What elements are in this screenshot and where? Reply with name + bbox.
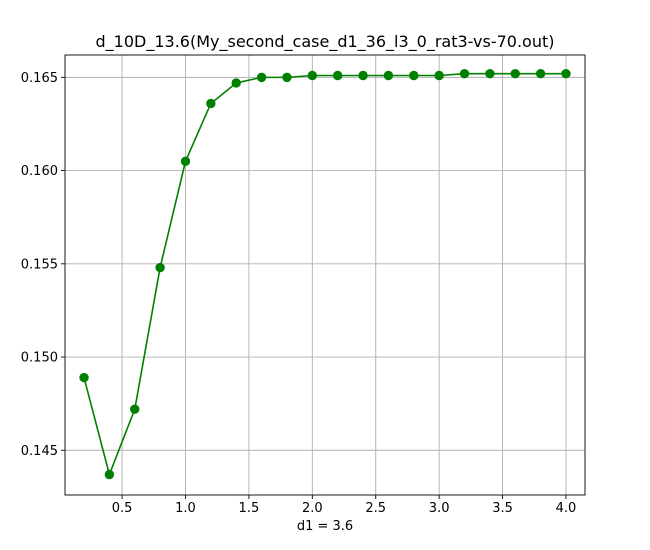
data-point: [104, 469, 115, 480]
y-tick-label: 0.165: [21, 71, 58, 86]
data-point: [434, 70, 444, 81]
x-tick-label: 3.5: [492, 501, 513, 516]
data-point: [485, 68, 495, 79]
grid-lines: [65, 55, 585, 495]
plot-frame: [64, 54, 586, 496]
y-tick-label: 0.155: [21, 257, 58, 272]
data-point: [180, 156, 191, 166]
data-point: [409, 70, 419, 81]
data-point: [130, 404, 140, 414]
x-tick-label: 3.0: [429, 501, 450, 516]
x-axis-label: d1 = 3.6: [297, 519, 353, 534]
data-point: [206, 98, 216, 109]
series-line: [83, 72, 566, 478]
data-point: [332, 70, 343, 81]
x-tick-label: 4.0: [556, 501, 577, 516]
data-point: [561, 68, 571, 79]
x-tick-label: 2.5: [365, 501, 386, 516]
data-point: [282, 72, 292, 83]
data-point: [383, 70, 394, 81]
y-tick-label: 0.145: [21, 444, 58, 459]
data-point: [459, 68, 470, 79]
data-point: [231, 78, 241, 88]
data-point: [79, 372, 89, 383]
data-point: [510, 68, 520, 79]
data-point: [307, 70, 318, 81]
chart-title: d_10D_13.6(My_second_case_d1_36_l3_0_rat…: [96, 32, 555, 52]
tick-labels: 0.5 1.0 1.5 2.0 2.5 3.0 3.5 4.0 0.145 0.150 0.155 0…: [21, 71, 577, 516]
data-point: [155, 262, 165, 273]
y-tick-label: 0.160: [21, 164, 58, 179]
axis-ticks: [61, 76, 567, 499]
data-point: [256, 72, 267, 83]
x-tick-label: 1.5: [239, 501, 260, 516]
y-tick-label: 0.150: [21, 351, 58, 366]
data-point: [358, 70, 368, 81]
x-tick-label: 0.5: [112, 501, 133, 516]
x-tick-label: 1.0: [175, 501, 196, 516]
x-tick-label: 2.0: [302, 501, 323, 516]
data-point: [535, 68, 546, 79]
series-group: [79, 68, 571, 480]
